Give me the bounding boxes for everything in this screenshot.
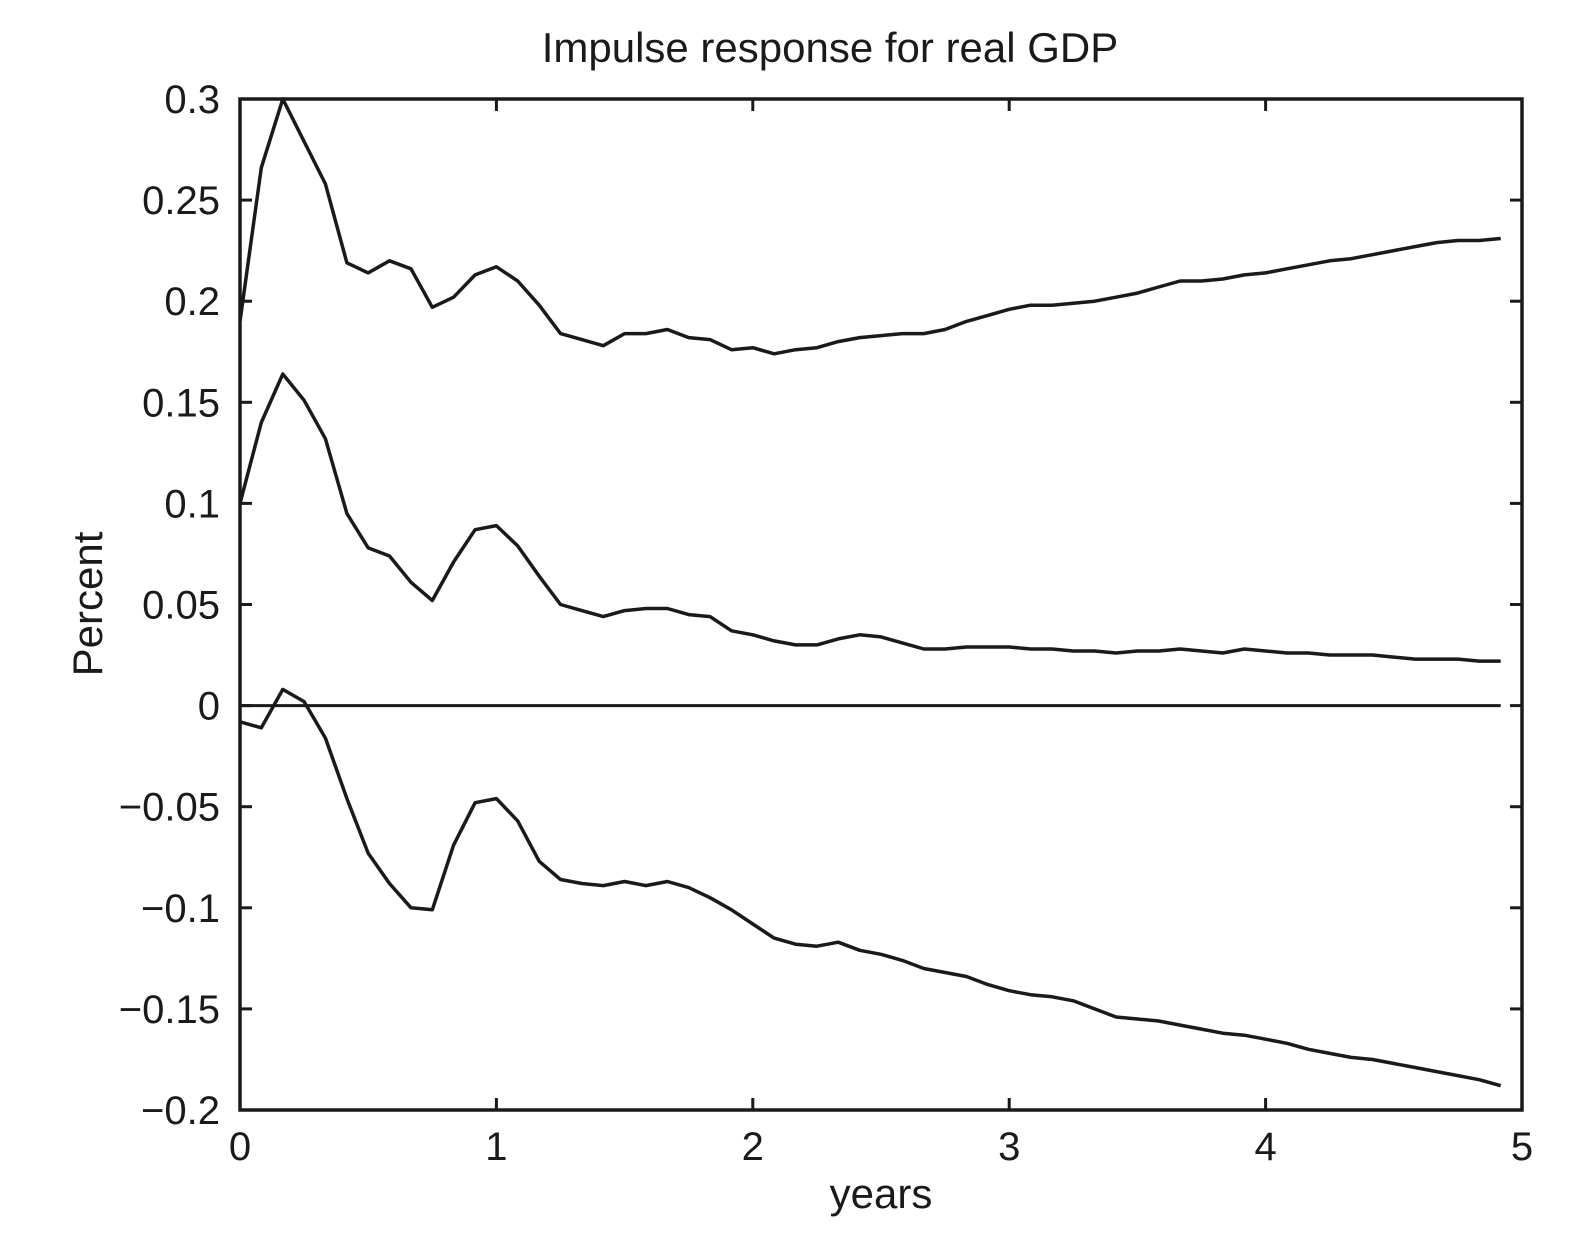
series-line-3	[239, 687, 1502, 1088]
plot-frame	[238, 97, 1524, 1112]
y-tick-label: 0.2	[164, 280, 220, 324]
x-tick-label: 4	[1254, 1125, 1276, 1169]
series-lines	[238, 97, 1502, 1088]
x-axis-label: years	[830, 1170, 933, 1217]
series-line-1	[238, 97, 1501, 356]
y-tick-label: −0.15	[119, 988, 220, 1032]
x-tick-label: 0	[229, 1125, 251, 1169]
chart-title: Impulse response for real GDP	[542, 24, 1119, 71]
y-tick-label: 0.1	[164, 482, 220, 526]
x-axis: 0 1 2 3 4 5	[229, 99, 1533, 1169]
y-tick-label: 0	[198, 685, 220, 729]
y-tick-label: −0.05	[119, 786, 220, 830]
y-tick-label: −0.1	[141, 887, 220, 931]
x-tick-label: 1	[485, 1125, 507, 1169]
series-line-2	[238, 372, 1501, 663]
y-tick-label: 0.05	[142, 584, 220, 628]
y-tick-label: −0.2	[141, 1089, 220, 1133]
y-tick-label: 0.15	[142, 381, 220, 425]
y-tick-label: 0.3	[164, 78, 220, 122]
x-tick-label: 3	[998, 1125, 1020, 1169]
y-axis-label: Percent	[64, 531, 111, 676]
y-axis: −0.2 −0.15 −0.1 −0.05 0 0.05 0.1 0.15 0.2 0.25 0.3	[119, 78, 1522, 1133]
x-tick-label: 5	[1511, 1125, 1533, 1169]
plot-area	[238, 97, 1524, 1112]
x-tick-label: 2	[742, 1125, 764, 1169]
y-tick-label: 0.25	[142, 179, 220, 223]
